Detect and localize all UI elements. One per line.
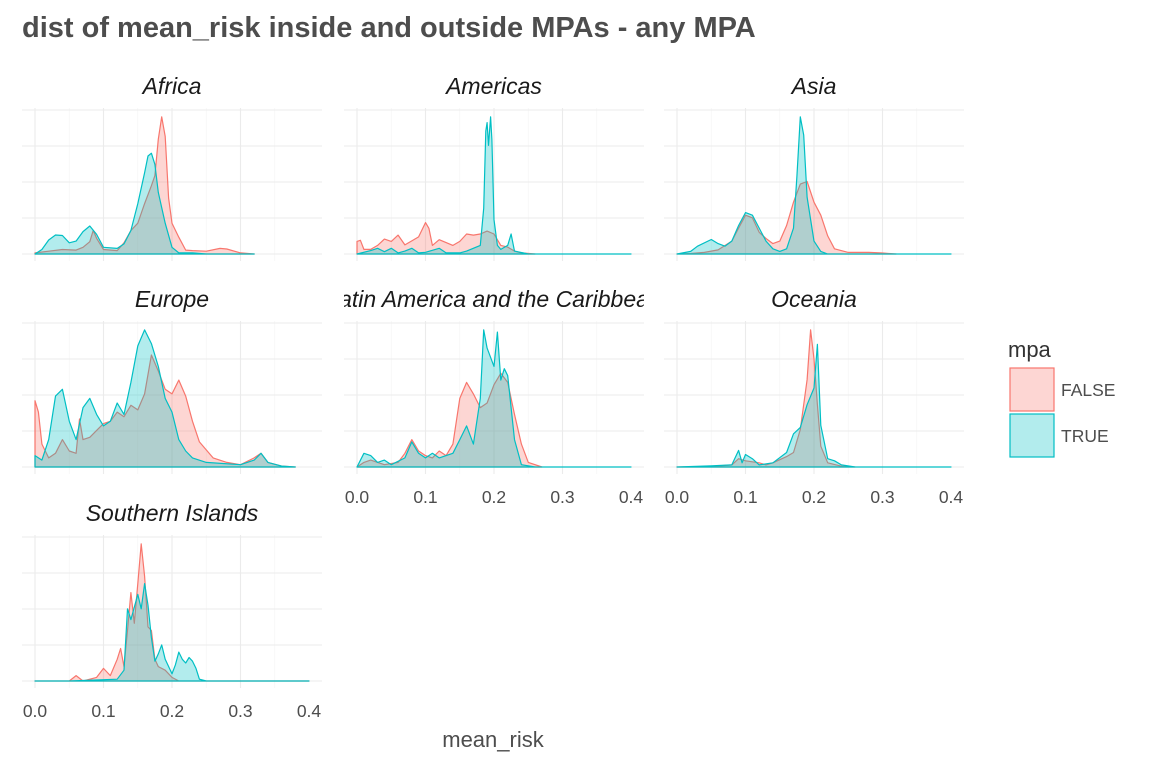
x-tick-label: 0.2	[802, 487, 826, 507]
legend-label: TRUE	[1061, 426, 1109, 446]
density-area-true	[676, 343, 952, 468]
x-tick-label: 0.1	[413, 487, 437, 507]
density-area-true	[34, 152, 255, 255]
x-tick-label: 0.4	[297, 701, 322, 721]
legend: mpa FALSE TRUE	[1008, 337, 1115, 458]
facet-panel: Oceania 0.0 0.1 0.2 0.3 0.4	[664, 286, 964, 507]
x-axis-title: mean_risk	[442, 727, 544, 752]
x-tick-label: 0.3	[870, 487, 894, 507]
chart-title: dist of mean_risk inside and outside MPA…	[22, 12, 756, 44]
density-area-true	[676, 116, 952, 255]
density-area-false	[34, 116, 255, 255]
facet-strip-label: Oceania	[771, 286, 857, 312]
x-tick-label: 0.3	[550, 487, 574, 507]
x-tick-label: 0.1	[733, 487, 757, 507]
facet-panel: Europe	[22, 286, 322, 474]
facet-strip-label: Latin America and the Caribbean	[326, 286, 661, 312]
density-area-false	[676, 329, 856, 468]
x-tick-label: 0.3	[228, 701, 252, 721]
legend-label: FALSE	[1061, 380, 1115, 400]
x-tick-label: 0.4	[619, 487, 644, 507]
density-area-true	[34, 329, 296, 468]
density-area-false	[34, 543, 310, 682]
facet-strip-label: Southern Islands	[86, 500, 259, 526]
x-tick-label: 0.0	[665, 487, 690, 507]
facet-panel: Americas	[344, 73, 644, 261]
density-area-true	[356, 116, 632, 255]
x-tick-label: 0.2	[160, 701, 184, 721]
density-area-true	[34, 583, 310, 682]
x-tick-label: 0.1	[91, 701, 115, 721]
facet-panels: Africa Americas Asia Europe Latin America an…	[22, 73, 964, 721]
facet-panel: Asia	[664, 73, 964, 261]
facet-strip-label: Europe	[135, 286, 209, 312]
density-area-false	[356, 372, 543, 468]
x-tick-label: 0.4	[939, 487, 964, 507]
facet-panel: Latin America and the Caribbean 0.0 0.1 0.2…	[326, 286, 661, 507]
density-area-true	[356, 329, 632, 468]
facet-panel: Southern Islands 0.0 0.1 0.2 0.3 0.4	[22, 500, 322, 721]
facet-strip-label: Americas	[444, 73, 542, 99]
legend-key-true	[1009, 413, 1055, 458]
x-tick-label: 0.0	[23, 701, 48, 721]
legend-title: mpa	[1008, 337, 1052, 362]
facet-strip-label: Asia	[790, 73, 837, 99]
x-tick-label: 0.0	[345, 487, 370, 507]
facet-panel: Africa	[22, 73, 322, 261]
x-tick-label: 0.2	[482, 487, 506, 507]
facet-strip-label: Africa	[141, 73, 202, 99]
density-area-false	[356, 222, 536, 255]
panel-grid	[22, 535, 322, 688]
legend-key-false	[1009, 367, 1055, 412]
